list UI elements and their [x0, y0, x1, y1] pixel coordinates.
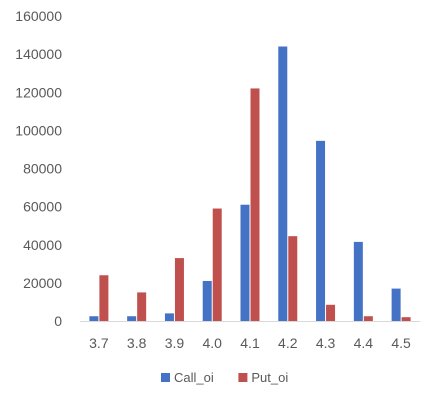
- y-tick-label: 60000: [23, 199, 62, 215]
- x-tick-label: 4.2: [278, 335, 298, 351]
- y-tick-label: 120000: [15, 84, 62, 100]
- bar-call-oi-4.0: [202, 280, 212, 321]
- y-tick-label: 20000: [23, 275, 62, 291]
- x-tick-label: 4.1: [240, 335, 260, 351]
- y-tick-label: 100000: [15, 122, 62, 138]
- legend-swatch-put-oi: [238, 373, 248, 382]
- y-tick-label: 40000: [23, 237, 62, 253]
- bar-call-oi-3.7: [89, 316, 99, 321]
- bar-put-oi-3.8: [137, 292, 147, 321]
- legend: Call_oi Put_oi: [161, 370, 288, 385]
- y-axis-ticks: 0 20000 40000 60000 80000 100000 120000 140000 1…: [15, 8, 62, 329]
- legend-label: Call_oi: [174, 370, 214, 385]
- bar-call-oi-4.3: [316, 140, 326, 321]
- bar-put-oi-3.9: [174, 258, 184, 321]
- bar-put-oi-4.4: [363, 316, 373, 321]
- y-tick-label: 0: [54, 313, 62, 329]
- x-tick-label: 4.3: [316, 335, 336, 351]
- legend-label: Put_oi: [251, 370, 288, 385]
- bar-call-oi-4.1: [240, 204, 250, 321]
- y-tick-label: 80000: [23, 161, 62, 177]
- bars-group: [89, 46, 411, 321]
- x-tick-label: 4.0: [202, 335, 222, 351]
- bar-put-oi-4.1: [250, 88, 260, 321]
- bar-put-oi-4.2: [288, 236, 298, 321]
- x-tick-label: 4.4: [354, 335, 374, 351]
- y-tick-label: 140000: [15, 46, 62, 62]
- bar-put-oi-4.3: [326, 304, 336, 321]
- bar-put-oi-3.7: [99, 275, 109, 321]
- bar-call-oi-3.8: [127, 316, 137, 321]
- bar-call-oi-4.2: [278, 46, 288, 321]
- x-tick-label: 3.9: [165, 335, 185, 351]
- bar-call-oi-4.5: [391, 288, 401, 321]
- bar-call-oi-4.4: [353, 241, 363, 321]
- legend-swatch-call-oi: [161, 373, 170, 382]
- x-tick-label: 4.5: [391, 335, 411, 351]
- x-tick-label: 3.8: [127, 335, 147, 351]
- bar-call-oi-3.9: [164, 313, 174, 321]
- bar-put-oi-4.0: [212, 208, 222, 321]
- x-axis-ticks: 3.7 3.8 3.9 4.0 4.1 4.2 4.3 4.4 4.5: [89, 335, 411, 351]
- y-tick-label: 160000: [15, 8, 62, 24]
- bar-put-oi-4.5: [401, 317, 411, 321]
- x-tick-label: 3.7: [89, 335, 109, 351]
